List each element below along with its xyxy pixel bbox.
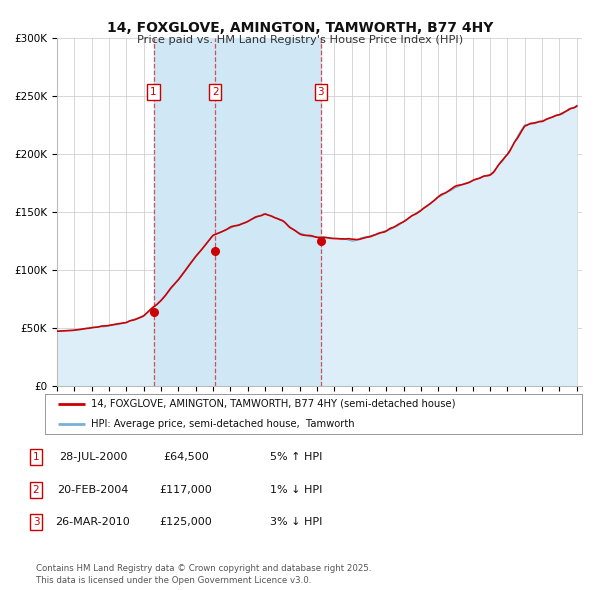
Text: 1% ↓ HPI: 1% ↓ HPI [270, 485, 322, 494]
Text: 2: 2 [32, 485, 40, 494]
Text: Price paid vs. HM Land Registry's House Price Index (HPI): Price paid vs. HM Land Registry's House … [137, 35, 463, 45]
Text: HPI: Average price, semi-detached house,  Tamworth: HPI: Average price, semi-detached house,… [91, 419, 354, 428]
Text: 3% ↓ HPI: 3% ↓ HPI [270, 517, 322, 527]
Text: 3: 3 [317, 87, 324, 97]
Text: 20-FEB-2004: 20-FEB-2004 [58, 485, 128, 494]
Text: 14, FOXGLOVE, AMINGTON, TAMWORTH, B77 4HY: 14, FOXGLOVE, AMINGTON, TAMWORTH, B77 4H… [107, 21, 493, 35]
Text: £117,000: £117,000 [160, 485, 212, 494]
Text: 1: 1 [150, 87, 157, 97]
Bar [154, 38, 215, 386]
Text: £64,500: £64,500 [163, 453, 209, 462]
Text: 3: 3 [32, 517, 40, 527]
Text: 2: 2 [212, 87, 218, 97]
Text: 5% ↑ HPI: 5% ↑ HPI [270, 453, 322, 462]
Bar [215, 38, 321, 386]
Text: 28-JUL-2000: 28-JUL-2000 [59, 453, 127, 462]
Text: 14, FOXGLOVE, AMINGTON, TAMWORTH, B77 4HY (semi-detached house): 14, FOXGLOVE, AMINGTON, TAMWORTH, B77 4H… [91, 399, 455, 409]
Text: £125,000: £125,000 [160, 517, 212, 527]
Text: 1: 1 [32, 453, 40, 462]
Text: Contains HM Land Registry data © Crown copyright and database right 2025.
This d: Contains HM Land Registry data © Crown c… [36, 565, 371, 585]
Text: 26-MAR-2010: 26-MAR-2010 [56, 517, 130, 527]
